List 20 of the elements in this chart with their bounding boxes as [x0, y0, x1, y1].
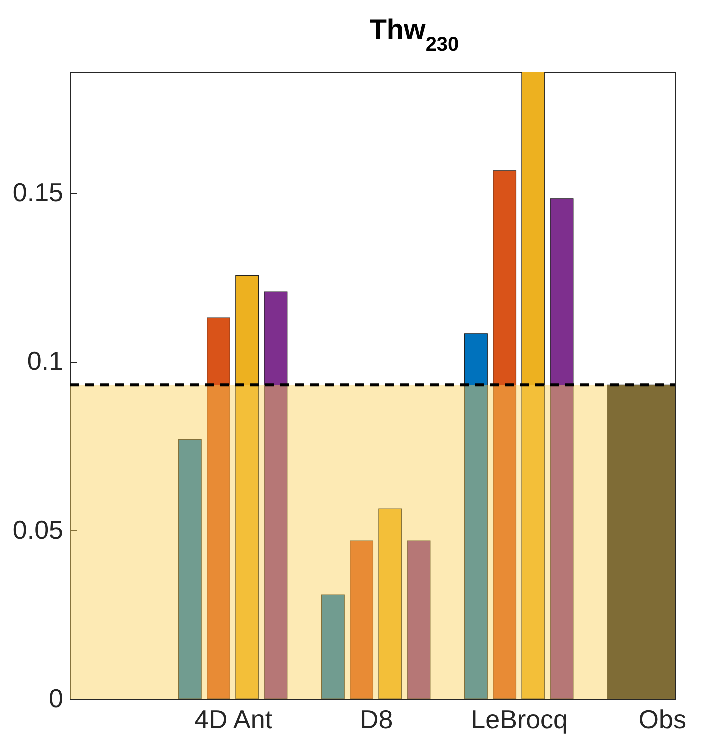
bar — [407, 540, 431, 699]
bar — [464, 334, 488, 699]
bar — [264, 292, 288, 699]
bar — [207, 318, 230, 699]
bar — [236, 276, 260, 699]
y-tick-label: 0.15 — [12, 177, 64, 208]
x-tick-label: D8 — [360, 704, 394, 734]
bar — [378, 508, 402, 699]
y-tick-label: 0 — [49, 684, 64, 714]
y-tick-label: 0.1 — [27, 346, 64, 376]
bar — [493, 170, 517, 699]
bar — [350, 540, 374, 699]
bar — [550, 198, 574, 699]
bar — [178, 440, 202, 699]
bar — [321, 594, 345, 699]
chart-title: Thw$_{230}$ — [368, 14, 460, 57]
x-tick-label: Obs — [638, 704, 686, 734]
x-tick-label: LeBrocq — [471, 704, 568, 734]
x-tick-label: 4D Ant — [194, 704, 274, 734]
y-tick-label: 0.05 — [12, 514, 64, 545]
